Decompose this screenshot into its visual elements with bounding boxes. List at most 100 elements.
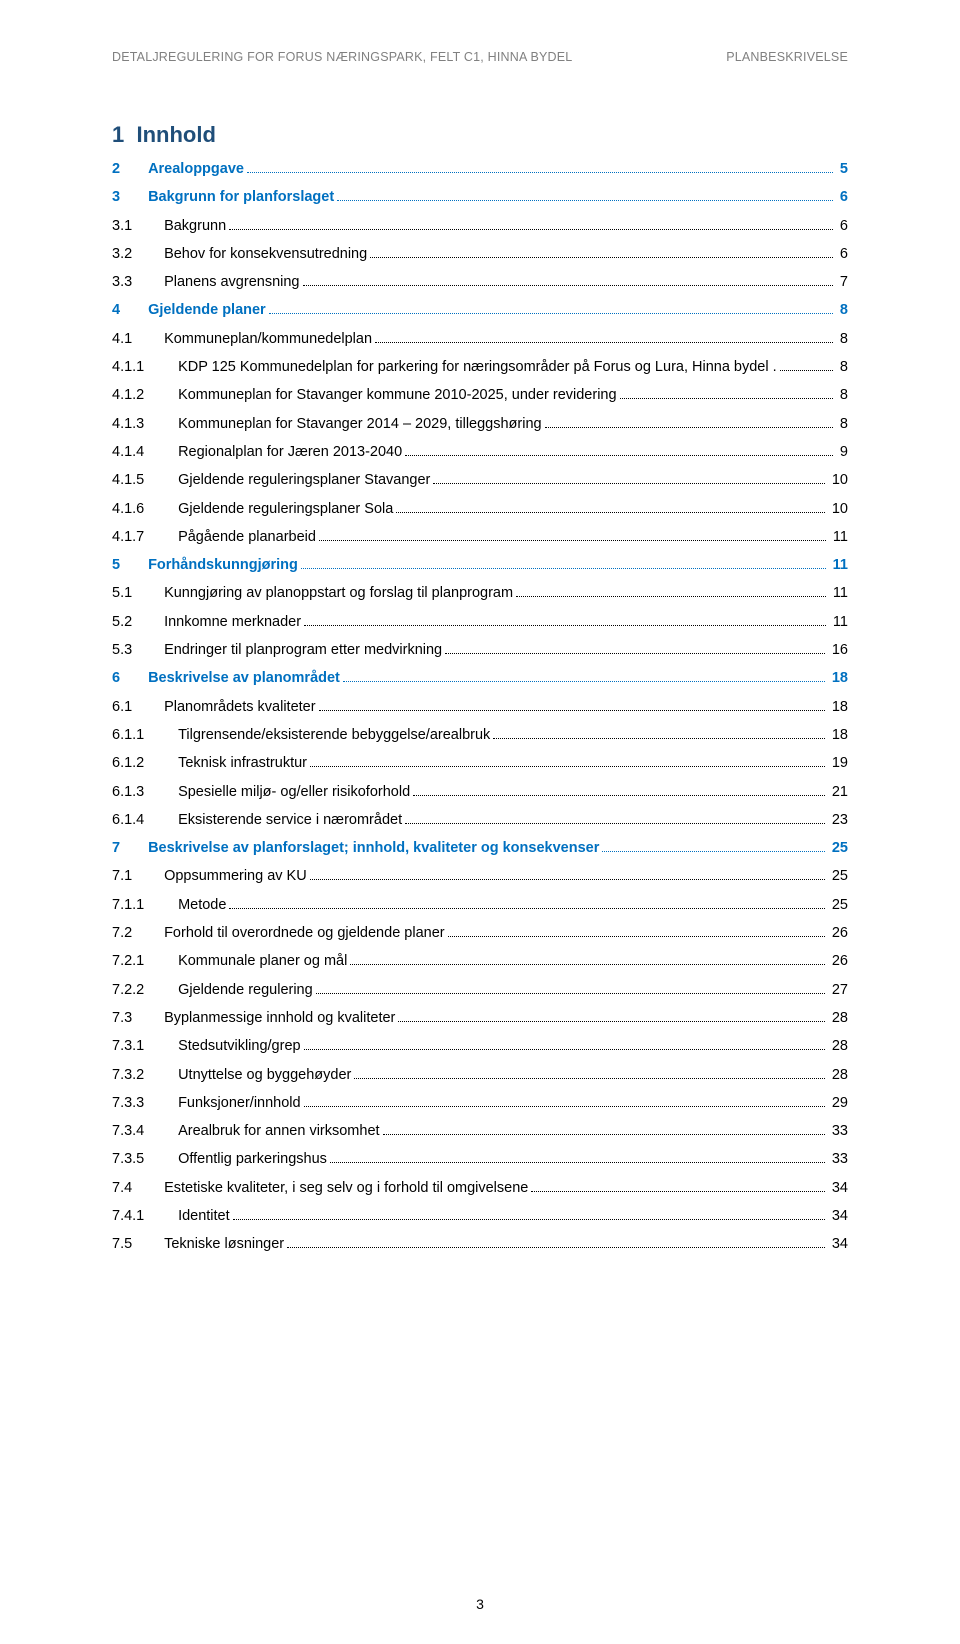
toc-entry[interactable]: 4.1 Kommuneplan/kommunedelplan 8 <box>112 332 848 347</box>
toc-entry-number: 7.2.2 <box>112 983 170 998</box>
toc-entry-page: 10 <box>828 473 848 488</box>
toc-entry[interactable]: 2 Arealoppgave 5 <box>112 162 848 177</box>
toc-entry[interactable]: 3 Bakgrunn for planforslaget 6 <box>112 190 848 205</box>
toc-heading: 1 Innhold <box>112 122 848 148</box>
toc-entry[interactable]: 7.1 Oppsummering av KU 25 <box>112 869 848 884</box>
toc-entry[interactable]: 7.3 Byplanmessige innhold og kvaliteter … <box>112 1011 848 1026</box>
toc-entry[interactable]: 5 Forhåndskunngjøring 11 <box>112 558 848 573</box>
toc-entry-label: Kommuneplan for Stavanger kommune 2010-2… <box>178 388 616 403</box>
toc-leader-dots <box>229 219 833 229</box>
toc-entry-number: 6.1 <box>112 700 156 715</box>
toc-entry-number: 4.1 <box>112 332 156 347</box>
toc-entry[interactable]: 7 Beskrivelse av planforslaget; innhold,… <box>112 841 848 856</box>
toc-entry-number: 3.2 <box>112 247 156 262</box>
toc-entry[interactable]: 3.2 Behov for konsekvensutredning 6 <box>112 247 848 262</box>
toc-entry-number: 7.1.1 <box>112 898 170 913</box>
toc-entry-number: 7.3.1 <box>112 1039 170 1054</box>
toc-entry-number: 5.3 <box>112 643 156 658</box>
toc-entry-number: 7.1 <box>112 869 156 884</box>
toc-entry[interactable]: 7.3.5 Offentlig parkeringshus 33 <box>112 1152 848 1167</box>
toc-entry-label: Beskrivelse av planforslaget; innhold, k… <box>148 841 599 856</box>
toc-entry[interactable]: 4.1.1 KDP 125 Kommunedelplan for parkeri… <box>112 360 848 375</box>
toc-entry-page: 18 <box>828 728 848 743</box>
toc-entry-label: KDP 125 Kommunedelplan for parkering for… <box>178 360 777 375</box>
toc-entry-number: 2 <box>112 162 140 177</box>
toc-entry-number: 4.1.1 <box>112 360 170 375</box>
toc-leader-dots <box>343 672 825 682</box>
toc-leader-dots <box>370 248 833 258</box>
toc-entry-page: 27 <box>828 983 848 998</box>
toc-entry[interactable]: 7.3.1 Stedsutvikling/grep 28 <box>112 1039 848 1054</box>
toc-entry[interactable]: 4 Gjeldende planer 8 <box>112 303 848 318</box>
toc-entry-label: Planområdets kvaliteter <box>164 700 316 715</box>
toc-leader-dots <box>319 531 826 541</box>
toc-entry-page: 11 <box>829 615 848 630</box>
toc-entry[interactable]: 6.1 Planområdets kvaliteter 18 <box>112 700 848 715</box>
toc-entry[interactable]: 4.1.3 Kommuneplan for Stavanger 2014 – 2… <box>112 417 848 432</box>
toc-entry[interactable]: 7.2.2 Gjeldende regulering 27 <box>112 983 848 998</box>
toc-entry[interactable]: 3.1 Bakgrunn 6 <box>112 219 848 234</box>
toc-entry[interactable]: 5.1 Kunngjøring av planoppstart og forsl… <box>112 586 848 601</box>
toc-entry[interactable]: 7.3.3 Funksjoner/innhold 29 <box>112 1096 848 1111</box>
toc-entry[interactable]: 6.1.3 Spesielle miljø- og/eller risikofo… <box>112 785 848 800</box>
toc-entry[interactable]: 3.3 Planens avgrensning 7 <box>112 275 848 290</box>
toc-leader-dots <box>269 304 833 314</box>
toc-entry[interactable]: 7.2.1 Kommunale planer og mål 26 <box>112 954 848 969</box>
toc-entry-number: 5.1 <box>112 586 156 601</box>
toc-entry[interactable]: 6 Beskrivelse av planområdet 18 <box>112 671 848 686</box>
toc-entry[interactable]: 7.4 Estetiske kvaliteter, i seg selv og … <box>112 1181 848 1196</box>
toc-entry[interactable]: 6.1.2 Teknisk infrastruktur 19 <box>112 756 848 771</box>
toc-entry-page: 8 <box>836 303 848 318</box>
toc-entry-page: 34 <box>828 1181 848 1196</box>
toc-entry-number: 3.1 <box>112 219 156 234</box>
toc-entry-page: 28 <box>828 1011 848 1026</box>
toc-entry[interactable]: 4.1.7 Pågående planarbeid 11 <box>112 530 848 545</box>
toc-entry[interactable]: 7.1.1 Metode 25 <box>112 898 848 913</box>
toc-entry-page: 11 <box>829 586 848 601</box>
toc-entry-number: 6.1.3 <box>112 785 170 800</box>
toc-entry[interactable]: 6.1.4 Eksisterende service i nærområdet … <box>112 813 848 828</box>
header-left-text: DETALJREGULERING FOR FORUS NÆRINGSPARK, … <box>112 50 572 64</box>
toc-entry[interactable]: 4.1.6 Gjeldende reguleringsplaner Sola 1… <box>112 502 848 517</box>
toc-entry[interactable]: 4.1.5 Gjeldende reguleringsplaner Stavan… <box>112 473 848 488</box>
toc-entry[interactable]: 6.1.1 Tilgrensende/eksisterende bebyggel… <box>112 728 848 743</box>
toc-entry[interactable]: 5.3 Endringer til planprogram etter medv… <box>112 643 848 658</box>
toc-entry-label: Beskrivelse av planområdet <box>148 671 340 686</box>
toc-entry[interactable]: 7.3.2 Utnyttelse og byggehøyder 28 <box>112 1068 848 1083</box>
toc-entry-page: 6 <box>836 219 848 234</box>
toc-entry-label: Forhold til overordnede og gjeldende pla… <box>164 926 445 941</box>
toc-entry-number: 7.5 <box>112 1237 156 1252</box>
toc-leader-dots <box>233 1210 825 1220</box>
toc-entry-label: Gjeldende reguleringsplaner Sola <box>178 502 393 517</box>
toc-entry-label: Bakgrunn <box>164 219 226 234</box>
toc-leader-dots <box>445 644 825 654</box>
toc-entry[interactable]: 7.3.4 Arealbruk for annen virksomhet 33 <box>112 1124 848 1139</box>
toc-leader-dots <box>531 1182 824 1192</box>
toc-entry-page: 21 <box>828 785 848 800</box>
toc-leader-dots <box>405 446 833 456</box>
toc-leader-dots <box>383 1125 825 1135</box>
toc-entry-label: Kunngjøring av planoppstart og forslag t… <box>164 586 513 601</box>
toc-entry[interactable]: 4.1.4 Regionalplan for Jæren 2013-2040 9 <box>112 445 848 460</box>
toc-leader-dots <box>405 814 825 824</box>
toc-leader-dots <box>337 191 833 201</box>
toc-entry[interactable]: 5.2 Innkomne merknader 11 <box>112 615 848 630</box>
page-number: 3 <box>0 1596 960 1612</box>
toc-entry-page: 25 <box>828 841 848 856</box>
toc-entry-page: 34 <box>828 1209 848 1224</box>
toc-entry-label: Arealbruk for annen virksomhet <box>178 1124 380 1139</box>
toc-entry-number: 4.1.7 <box>112 530 170 545</box>
toc-entry-number: 5 <box>112 558 140 573</box>
toc-leader-dots <box>375 333 833 343</box>
toc-entry-label: Kommuneplan/kommunedelplan <box>164 332 372 347</box>
toc-entry[interactable]: 7.5 Tekniske løsninger 34 <box>112 1237 848 1252</box>
toc-entry[interactable]: 7.2 Forhold til overordnede og gjeldende… <box>112 926 848 941</box>
toc-leader-dots <box>303 276 833 286</box>
toc-leader-dots <box>413 785 825 795</box>
toc-leader-dots <box>602 842 824 852</box>
toc-leader-dots <box>319 701 825 711</box>
toc-leader-dots <box>330 1153 825 1163</box>
toc-entry[interactable]: 7.4.1 Identitet 34 <box>112 1209 848 1224</box>
toc-entry-label: Tilgrensende/eksisterende bebyggelse/are… <box>178 728 490 743</box>
toc-entry[interactable]: 4.1.2 Kommuneplan for Stavanger kommune … <box>112 388 848 403</box>
